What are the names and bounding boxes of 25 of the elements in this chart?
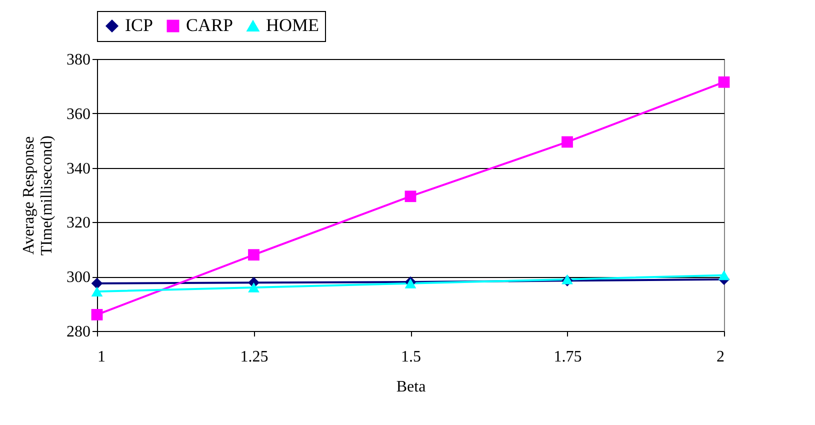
x-tick-label: 1 [98, 348, 106, 366]
point [248, 282, 260, 292]
y-axis-title: Average Response TIme(millisecond) [20, 136, 56, 256]
y-tick-label: 320 [66, 214, 90, 232]
point [562, 136, 573, 148]
y-tick-label: 360 [66, 106, 90, 123]
point [91, 278, 103, 290]
y-tick-label: 280 [66, 324, 90, 340]
y-tick-label: 300 [66, 269, 90, 286]
x-tick-label: 1.75 [554, 348, 582, 366]
legend-label: HOME [266, 15, 320, 35]
y-tick-label: 340 [66, 160, 90, 178]
x-tick-label: 1.5 [401, 348, 421, 366]
x-axis-title: Beta [396, 378, 426, 396]
point [91, 308, 103, 320]
y-tick-label: 380 [66, 52, 90, 68]
x-tick-label: 2 [716, 348, 724, 366]
point [91, 286, 103, 296]
legend-label: ICP [125, 15, 154, 35]
legend-label: CARP [186, 15, 234, 35]
point [404, 190, 416, 202]
point [718, 76, 730, 88]
point [718, 270, 730, 280]
x-tick-label: 1.25 [240, 348, 268, 366]
point [248, 249, 260, 261]
